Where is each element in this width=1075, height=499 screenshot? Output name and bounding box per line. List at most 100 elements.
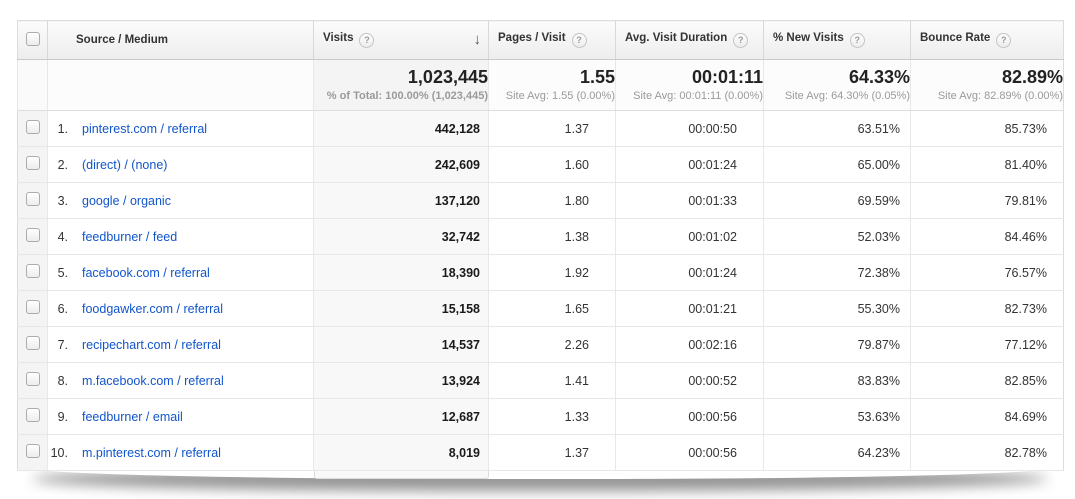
row-select-cell [17, 182, 48, 219]
avg-visit-duration-value: 00:01:24 [615, 254, 764, 291]
avg-visit-duration-value: 00:01:33 [615, 182, 764, 219]
avg-visit-duration-value: 00:00:56 [615, 434, 764, 471]
visits-value: 14,537 [313, 326, 489, 363]
pages-per-visit-value: 1.65 [488, 290, 616, 327]
row-checkbox[interactable] [25, 372, 40, 386]
new-visits-value: 63.51% [763, 110, 911, 147]
new-visits-value: 69.59% [763, 182, 911, 219]
avg-visit-duration-value: 00:00:56 [615, 398, 764, 435]
source-medium-link[interactable]: (direct) / (none) [82, 157, 168, 172]
column-header-avg-visit-duration[interactable]: Avg. Visit Duration? [615, 20, 764, 60]
new-visits-value: 53.63% [763, 398, 911, 435]
source-medium-cell: 10. m.pinterest.com / referral [47, 434, 314, 471]
row-select-cell [17, 290, 48, 327]
pages-per-visit-value: 1.37 [488, 434, 616, 471]
avg-visit-duration-value: 00:00:50 [615, 110, 764, 147]
avg-visit-duration-value: 00:02:16 [615, 326, 764, 363]
source-medium-link[interactable]: m.facebook.com / referral [82, 373, 224, 388]
source-medium-link[interactable]: google / organic [82, 193, 171, 208]
new-visits-value: 83.83% [763, 362, 911, 399]
row-checkbox[interactable] [25, 408, 40, 422]
source-medium-cell: 9. feedburner / email [47, 398, 314, 435]
summary-visits-total: 1,023,445 [407, 66, 488, 87]
row-number: 2. [57, 157, 68, 172]
analytics-table-container: Source / Medium Visits? ↓ Pages / Visit?… [17, 20, 1064, 479]
row-checkbox[interactable] [25, 228, 40, 242]
column-header-visits[interactable]: Visits? ↓ [313, 20, 489, 60]
new-visits-value: 64.23% [763, 434, 911, 471]
row-select-cell [17, 110, 48, 147]
new-visits-value: 79.87% [763, 326, 911, 363]
source-medium-cell: 3. google / organic [47, 182, 314, 219]
summary-source-cell [47, 59, 314, 111]
row-checkbox[interactable] [25, 120, 40, 134]
table-header-row: Source / Medium Visits? ↓ Pages / Visit?… [17, 20, 1064, 60]
summary-duration-cell: 00:01:11 Site Avg: 00:01:11 (0.00%) [615, 59, 764, 111]
avg-visit-duration-value: 00:00:52 [615, 362, 764, 399]
row-select-cell [17, 434, 48, 471]
table-row: 5. facebook.com / referral 18,390 1.92 00… [17, 254, 1064, 291]
new-visits-value: 72.38% [763, 254, 911, 291]
source-medium-link[interactable]: recipechart.com / referral [82, 337, 221, 352]
avg-visit-duration-value: 00:01:21 [615, 290, 764, 327]
bounce-rate-value: 82.85% [910, 362, 1064, 399]
row-number: 8. [57, 373, 68, 388]
row-number: 5. [57, 265, 68, 280]
source-medium-link[interactable]: facebook.com / referral [82, 265, 210, 280]
table-row: 2. (direct) / (none) 242,609 1.60 00:01:2… [17, 146, 1064, 183]
column-header-bounce-rate[interactable]: Bounce Rate? [910, 20, 1064, 60]
source-medium-link[interactable]: feedburner / feed [82, 229, 178, 244]
source-medium-link[interactable]: m.pinterest.com / referral [82, 445, 221, 460]
source-medium-link[interactable]: pinterest.com / referral [82, 121, 208, 136]
select-all-checkbox[interactable] [25, 31, 40, 46]
pages-per-visit-value: 1.37 [488, 110, 616, 147]
table-row: 1. pinterest.com / referral 442,128 1.37 … [17, 110, 1064, 147]
source-medium-cell: 2. (direct) / (none) [47, 146, 314, 183]
source-medium-link[interactable]: foodgawker.com / referral [82, 301, 224, 316]
visits-value: 18,390 [313, 254, 489, 291]
help-icon[interactable]: ? [849, 33, 865, 48]
visits-value: 13,924 [313, 362, 489, 399]
column-label: Source / Medium [76, 34, 169, 46]
source-medium-link[interactable]: feedburner / email [82, 409, 183, 424]
column-header-new-visits[interactable]: % New Visits? [763, 20, 911, 60]
sort-descending-icon[interactable]: ↓ [473, 31, 482, 48]
row-checkbox[interactable] [25, 192, 40, 206]
source-medium-cell: 4. feedburner / feed [47, 218, 314, 255]
row-checkbox[interactable] [25, 156, 40, 170]
visits-value: 12,687 [313, 398, 489, 435]
visits-value: 137,120 [313, 182, 489, 219]
help-icon[interactable]: ? [996, 33, 1012, 48]
help-icon[interactable]: ? [359, 33, 375, 48]
row-number: 6. [57, 301, 68, 316]
pages-per-visit-value: 1.60 [488, 146, 616, 183]
avg-visit-duration-value: 00:01:24 [615, 146, 764, 183]
summary-visits-subtext: % of Total: 100.00% (1,023,445) [326, 90, 488, 103]
source-medium-cell: 7. recipechart.com / referral [47, 326, 314, 363]
summary-bounce-total: 82.89% [1001, 66, 1063, 87]
row-number: 4. [57, 229, 68, 244]
column-header-pages-visit[interactable]: Pages / Visit? [488, 20, 616, 60]
row-checkbox[interactable] [25, 336, 40, 350]
table-row: 8. m.facebook.com / referral 13,924 1.41 … [17, 362, 1064, 399]
summary-pages-subtext: Site Avg: 1.55 (0.00%) [505, 90, 615, 103]
help-icon[interactable]: ? [571, 33, 587, 48]
header-select-cell [17, 20, 48, 60]
source-medium-cell: 6. foodgawker.com / referral [47, 290, 314, 327]
row-number: 10. [50, 445, 68, 460]
row-select-cell [17, 326, 48, 363]
row-checkbox[interactable] [25, 300, 40, 314]
pages-per-visit-value: 1.38 [488, 218, 616, 255]
pages-per-visit-value: 2.26 [488, 326, 616, 363]
column-header-source-medium[interactable]: Source / Medium [47, 20, 314, 60]
table-row: 4. feedburner / feed 32,742 1.38 00:01:02… [17, 218, 1064, 255]
row-checkbox[interactable] [25, 264, 40, 278]
summary-visits-cell: 1,023,445 % of Total: 100.00% (1,023,445… [313, 59, 489, 111]
row-number: 1. [57, 121, 68, 136]
row-checkbox[interactable] [25, 444, 40, 458]
row-number: 7. [57, 337, 68, 352]
help-icon[interactable]: ? [733, 33, 749, 48]
table-row: 6. foodgawker.com / referral 15,158 1.65 … [17, 290, 1064, 327]
table-row: 10. m.pinterest.com / referral 8,019 1.37… [17, 434, 1064, 471]
visits-value: 442,128 [313, 110, 489, 147]
